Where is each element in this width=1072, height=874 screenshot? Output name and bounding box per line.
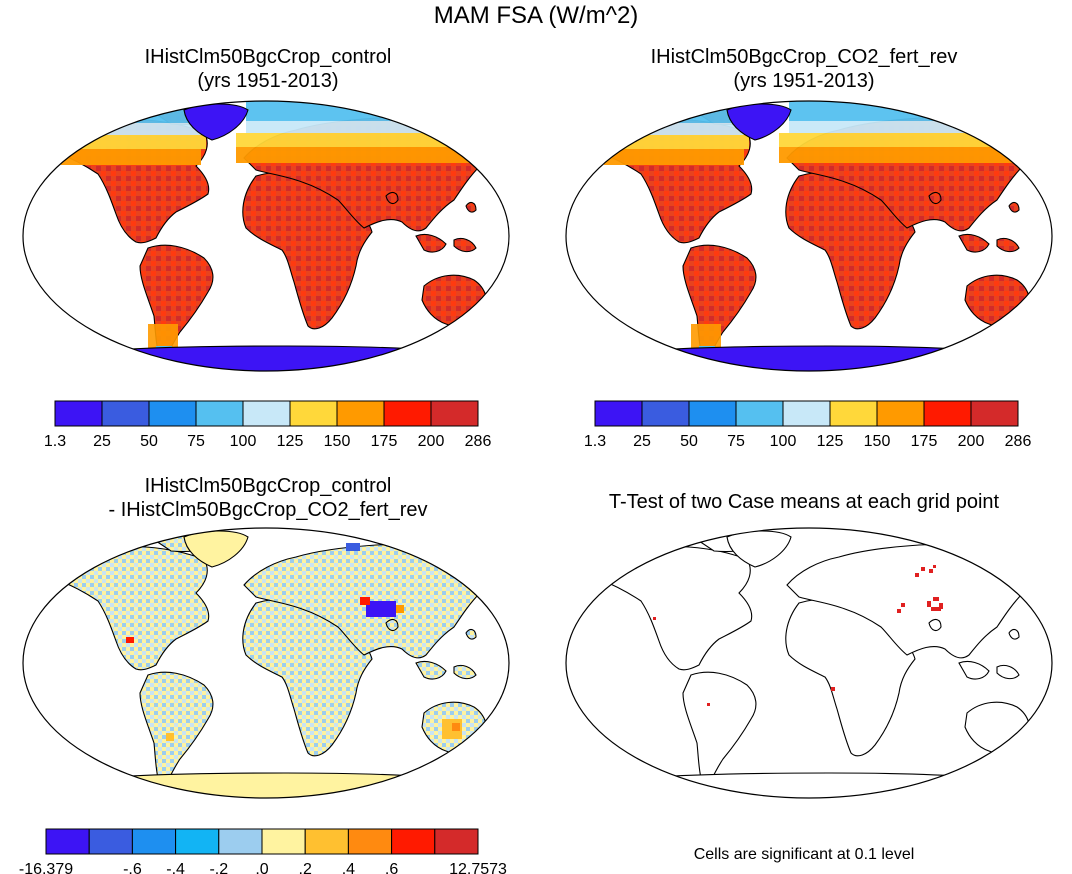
colorbar-swatch — [641, 400, 690, 427]
colorbar-label: .6 — [385, 861, 398, 874]
colorbar-swatch — [289, 400, 338, 427]
colorbar-swatch — [735, 400, 784, 427]
colorbar-label: 286 — [1005, 433, 1032, 450]
colorbar-label: 175 — [371, 433, 398, 450]
significant-cells — [653, 565, 943, 706]
colorbar-swatch — [923, 400, 972, 427]
colorbar-label: 125 — [817, 433, 844, 450]
colorbar-swatch — [688, 400, 737, 427]
colorbar-swatch — [336, 400, 385, 427]
colorbar-label: 200 — [958, 433, 985, 450]
colorbar-co2: 1.3 25 50 75 100 125 150 175 200 286 — [584, 400, 1032, 450]
colorbar-diff: -16.379 -.6 -.4 -.2 .0 .2 .4 .6 12.7573 — [19, 828, 507, 874]
map-co2 — [565, 100, 1053, 372]
panel-title-line1: T-Test of two Case means at each grid po… — [608, 491, 1000, 513]
colorbar-label: 150 — [864, 433, 891, 450]
colorbar-label: -.6 — [123, 861, 142, 874]
colorbar-swatch — [148, 400, 197, 427]
panel-title-co2: IHistClm50BgcCrop_CO2_fert_rev (yrs 1951… — [536, 45, 1072, 93]
colorbar-label: -16.379 — [19, 861, 73, 874]
colorbar-label: 12.7573 — [449, 861, 507, 874]
colorbar-swatch — [88, 828, 133, 855]
colorbar-swatch — [45, 828, 90, 855]
colorbar-swatch — [54, 400, 103, 427]
colorbar-label: .2 — [299, 861, 312, 874]
colorbar-label: -.2 — [209, 861, 228, 874]
colorbar-label: 200 — [418, 433, 445, 450]
colorbar-label: 150 — [324, 433, 351, 450]
colorbar-swatch — [782, 400, 831, 427]
colorbar-swatch — [347, 828, 393, 855]
colorbar-label: 75 — [727, 433, 745, 450]
panel-title-control: IHistClm50BgcCrop_control (yrs 1951-2013… — [0, 45, 536, 93]
colorbar-swatch — [242, 400, 291, 427]
colorbar-label: 1.3 — [44, 433, 66, 450]
colorbar-label: .0 — [255, 861, 268, 874]
map-ttest — [565, 527, 1053, 799]
colorbar-label: 75 — [187, 433, 205, 450]
map-diff — [22, 527, 510, 799]
colorbar-label: 286 — [465, 433, 492, 450]
colorbar-swatch — [175, 828, 220, 855]
colorbar-swatch — [101, 400, 150, 427]
panel-title-ttest: T-Test of two Case means at each grid po… — [536, 490, 1072, 514]
colorbar-label: 25 — [633, 433, 651, 450]
panel-title-line2: - IHistClm50BgcCrop_CO2_fert_rev — [108, 499, 428, 521]
colorbar-swatch — [261, 828, 306, 855]
colorbar-swatch — [434, 828, 479, 855]
colorbar-swatch — [304, 828, 349, 855]
colorbar-label: 100 — [230, 433, 257, 450]
panel-title-diff: IHistClm50BgcCrop_control - IHistClm50Bg… — [0, 474, 536, 522]
map-control — [22, 100, 510, 372]
colorbar-swatch — [391, 828, 436, 855]
colorbar-swatch — [594, 400, 643, 427]
panel-title-line2: (yrs 1951-2013) — [197, 70, 339, 92]
colorbar-label: 125 — [277, 433, 304, 450]
colorbar-label: 50 — [140, 433, 158, 450]
colorbar-control: 1.3 25 50 75 100 125 150 175 200 286 — [44, 400, 492, 450]
colorbar-swatch — [970, 400, 1019, 427]
panel-title-line1: IHistClm50BgcCrop_control — [144, 475, 392, 497]
colorbar-label: 50 — [680, 433, 698, 450]
footnote: Cells are significant at 0.1 level — [693, 846, 915, 863]
colorbar-label: -.4 — [166, 861, 185, 874]
panel-title-line2: (yrs 1951-2013) — [733, 70, 875, 92]
main-title: MAM FSA (W/m^2) — [433, 2, 639, 29]
colorbar-label: 175 — [911, 433, 938, 450]
colorbar-swatch — [829, 400, 878, 427]
colorbar-label: 25 — [93, 433, 111, 450]
colorbar-swatch — [131, 828, 177, 855]
colorbar-swatch — [383, 400, 432, 427]
colorbar-label: 1.3 — [584, 433, 606, 450]
colorbar-label: .4 — [342, 861, 355, 874]
colorbar-swatch — [195, 400, 244, 427]
colorbar-label: 100 — [770, 433, 797, 450]
panel-title-line1: IHistClm50BgcCrop_control — [144, 46, 392, 68]
colorbar-swatch — [218, 828, 263, 855]
panel-title-line1: IHistClm50BgcCrop_CO2_fert_rev — [650, 46, 958, 68]
colorbar-swatch — [876, 400, 925, 427]
colorbar-swatch — [430, 400, 479, 427]
